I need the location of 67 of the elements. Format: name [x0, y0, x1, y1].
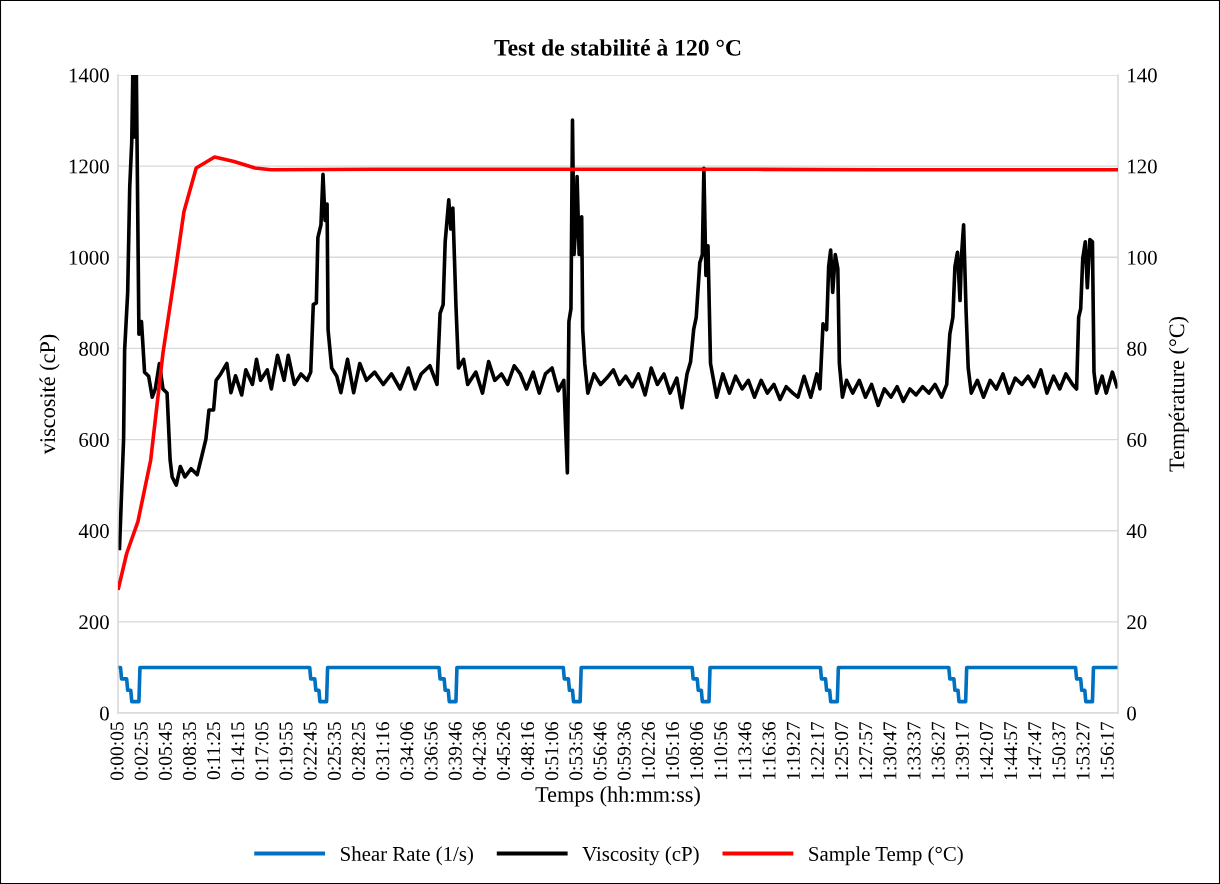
- x-tick-label: 0:45:26: [496, 721, 511, 781]
- y2-tick-label: 80: [1127, 341, 1147, 356]
- x-tick-label: 0:42:36: [472, 721, 486, 781]
- x-tick-label: 0:39:46: [448, 721, 462, 781]
- y-tick-label: 1000: [69, 250, 109, 265]
- x-tick-label: 1:25:07: [835, 721, 849, 780]
- x-tick-label: 0:48:16: [520, 721, 535, 781]
- x-tick-label: 0:31:16: [376, 721, 390, 781]
- y2-tick-label: 120: [1128, 159, 1157, 174]
- x-tick-label: 1:02:26: [641, 721, 655, 780]
- y-tick-label: 1200: [69, 159, 109, 174]
- y-tick-label: 200: [79, 615, 109, 630]
- legend-label: Shear Rate (1/s): [341, 846, 473, 866]
- y-tick-label: 800: [79, 341, 109, 356]
- x-tick-label: 1:22:17: [810, 721, 825, 780]
- x-tick-label: 0:08:35: [182, 722, 197, 781]
- y-tick-label: 600: [79, 432, 109, 448]
- line-series: [117, 155, 1119, 590]
- x-tick-label: 1:42:07: [979, 721, 994, 780]
- x-tick-label: 1:47:47: [1028, 721, 1042, 780]
- y-tick-label: 400: [78, 524, 109, 539]
- y-tick-label: 1400: [69, 68, 109, 83]
- x-tick-label: 1:33:37: [907, 721, 921, 780]
- x-tick-label: 1:08:06: [690, 721, 704, 780]
- x-tick-label: 0:22:45: [303, 722, 317, 781]
- x-tick-label: 1:27:57: [859, 721, 873, 780]
- x-tick-label: 0:51:06: [545, 721, 559, 781]
- x-tick-label: 0:28:25: [351, 722, 366, 781]
- x-tick-label: 1:19:27: [786, 721, 800, 780]
- x-tick-label: 1:39:17: [955, 721, 969, 780]
- y2-axis-title: Température (°C): [1168, 316, 1189, 472]
- y2-tick-label: 140: [1128, 68, 1157, 83]
- x-tick-label: 1:36:27: [931, 721, 945, 780]
- x-axis-title: Temps (hh:mm:ss): [535, 786, 700, 807]
- x-tick-label: 0:14:15: [231, 722, 245, 781]
- line-series: [117, 665, 1119, 704]
- x-tick-label: 0:34:06: [400, 721, 414, 781]
- y-tick-label: 0: [100, 706, 109, 721]
- x-tick-label: 0:00:05: [110, 722, 124, 781]
- x-tick-label: 1:50:37: [1052, 721, 1066, 780]
- y2-tick-label: 100: [1128, 250, 1157, 265]
- legend-label: Viscosity (cP): [582, 846, 699, 866]
- x-tick-label: 0:02:55: [134, 722, 148, 781]
- x-tick-label: 0:56:46: [593, 721, 607, 781]
- x-tick-label: 1:44:57: [1004, 721, 1018, 780]
- x-tick-label: 1:30:47: [883, 721, 897, 780]
- x-tick-label: 1:56:17: [1100, 721, 1114, 780]
- x-tick-label: 0:25:35: [327, 722, 341, 781]
- y-axis-title: viscosité (cP): [39, 334, 60, 455]
- x-tick-label: 1:05:16: [665, 721, 680, 780]
- y2-tick-label: 40: [1126, 524, 1147, 539]
- y2-tick-label: 60: [1127, 432, 1147, 448]
- x-tick-label: 0:36:56: [424, 721, 438, 781]
- legend-label: Sample Temp (°C): [809, 846, 963, 866]
- chart-title: Test de stabilité à 120 °C: [494, 39, 741, 56]
- y2-tick-label: 0: [1127, 706, 1136, 721]
- x-tick-label: 1:13:46: [738, 721, 752, 780]
- x-tick-label: 1:53:27: [1076, 721, 1090, 780]
- x-tick-label: 0:17:05: [255, 722, 269, 781]
- x-tick-label: 0:11:25: [207, 722, 221, 780]
- x-tick-label: 0:53:56: [569, 721, 583, 781]
- x-tick-label: 1:16:36: [762, 721, 776, 780]
- x-tick-label: 0:59:36: [617, 721, 631, 781]
- y2-tick-label: 20: [1127, 615, 1147, 630]
- x-tick-label: 0:05:45: [158, 722, 172, 781]
- x-tick-label: 0:19:55: [279, 722, 293, 781]
- x-tick-label: 1:10:56: [714, 721, 728, 780]
